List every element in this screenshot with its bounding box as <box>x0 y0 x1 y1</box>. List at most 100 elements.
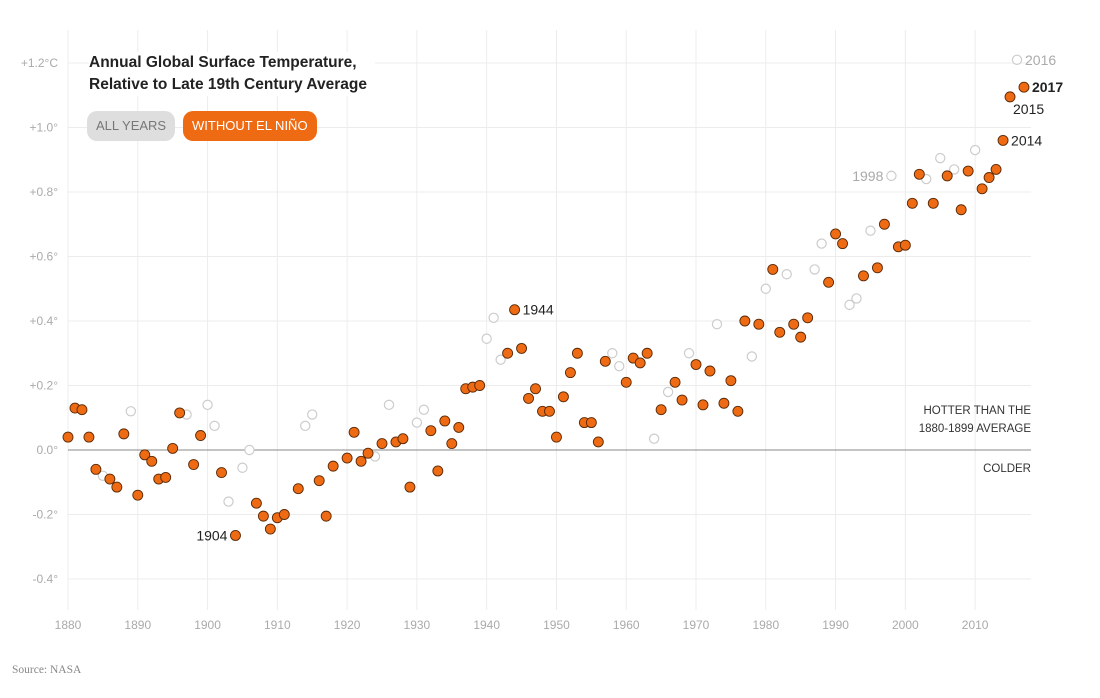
x-tick-label: 2000 <box>892 618 919 632</box>
without-el-nino-point <box>132 489 144 501</box>
without-el-nino-point <box>997 134 1009 146</box>
without-el-nino-point <box>90 463 102 475</box>
without-el-nino-point <box>397 433 409 445</box>
without-el-nino-point <box>858 270 869 282</box>
without-el-nino-point <box>174 407 186 419</box>
without-el-nino-point <box>167 442 179 454</box>
without-el-nino-point <box>571 347 583 359</box>
all-years-point <box>760 283 771 294</box>
without-el-nino-point <box>313 475 325 487</box>
x-tick-label: 1990 <box>822 618 849 632</box>
all-years-point <box>488 312 499 323</box>
without-el-nino-point <box>355 455 367 467</box>
point-label-1944: 1944 <box>523 302 554 318</box>
without-el-nino-point <box>146 455 158 467</box>
all-years-point <box>607 348 618 359</box>
y-tick-label: +0.6° <box>30 250 59 264</box>
without-el-nino-point <box>725 375 737 387</box>
without-el-nino-point <box>634 357 646 369</box>
without-el-nino-point <box>111 481 123 493</box>
x-tick-label: 1970 <box>683 618 710 632</box>
all-years-series <box>97 54 1023 507</box>
without-el-nino-point <box>1004 91 1016 103</box>
without-el-nino-point <box>376 438 388 449</box>
without-el-nino-point <box>439 415 451 427</box>
without-el-nino-point <box>432 465 444 477</box>
all-years-point <box>935 152 946 164</box>
chart-title-line1: Annual Global Surface Temperature, <box>89 54 357 71</box>
all-years-point <box>1011 54 1023 65</box>
without-el-nino-point <box>160 471 172 483</box>
without-el-nino-point <box>592 436 604 448</box>
all-years-point <box>816 238 827 249</box>
without-el-nino-point <box>509 304 521 316</box>
without-el-nino-point <box>564 367 576 379</box>
all-years-point <box>614 360 625 372</box>
hotter-annotation-line2: 1880-1899 AVERAGE <box>919 423 1032 435</box>
x-tick-label: 1950 <box>543 618 570 632</box>
without-el-nino-point <box>830 228 842 240</box>
without-el-nino-point <box>292 483 304 495</box>
without-el-nino-point <box>983 172 995 183</box>
without-el-nino-point <box>878 218 890 230</box>
without-el-nino-point <box>195 430 207 441</box>
without-el-nino-point <box>76 404 88 416</box>
without-el-nino-point <box>446 438 458 449</box>
without-el-nino-point <box>704 365 716 377</box>
all-years-button[interactable]: ALL YEARS <box>87 111 176 141</box>
without-el-nino-point <box>739 315 751 327</box>
without-el-nino-point <box>327 460 339 472</box>
annotations: HOTTER THAN THE 1880-1899 AVERAGE COLDER <box>919 405 1032 475</box>
y-tick-label: +0.8° <box>30 185 59 199</box>
without-el-nino-point <box>230 530 241 541</box>
without-el-nino-point <box>941 170 953 182</box>
without-el-nino-point <box>502 347 514 359</box>
without-el-nino-point <box>139 449 151 461</box>
point-label-1904: 1904 <box>196 527 227 543</box>
all-years-point <box>648 433 660 444</box>
without-el-nino-point <box>655 404 667 416</box>
without-el-nino-point <box>348 426 360 438</box>
without-el-nino-point <box>955 204 967 216</box>
all-years-point <box>683 348 695 359</box>
grid-lines <box>67 30 1031 610</box>
all-years-point <box>969 144 981 156</box>
point-labels: 1904 1944 1998 2014 2015 2016 2017 <box>196 52 1063 544</box>
without-el-nino-point <box>990 163 1002 175</box>
point-label-2016: 2016 <box>1025 52 1056 68</box>
point-label-1998: 1998 <box>852 168 883 184</box>
without-el-nino-point <box>802 312 814 324</box>
without-el-nino-point <box>118 428 130 440</box>
without-el-nino-point <box>544 405 555 417</box>
without-el-nino-point <box>871 262 883 274</box>
all-years-point <box>244 444 255 456</box>
axis-ticks: 1880 1890 1900 1910 1920 1930 1940 1950 1960 1970… <box>21 56 989 632</box>
all-years-point <box>202 399 213 411</box>
without-el-nino-button[interactable]: WITHOUT EL NIÑO <box>183 111 317 141</box>
x-tick-label: 1980 <box>752 618 779 632</box>
all-years-point <box>746 351 758 362</box>
without-el-nino-point <box>899 239 911 251</box>
x-tick-label: 1940 <box>473 618 500 632</box>
x-tick-label: 1910 <box>264 618 291 632</box>
without-el-nino-point <box>474 380 486 391</box>
without-el-nino-point <box>837 238 849 250</box>
without-el-nino-point <box>557 391 569 403</box>
without-el-nino-point <box>823 276 835 288</box>
x-tick-label: 1960 <box>613 618 640 632</box>
x-tick-label: 2010 <box>962 618 989 632</box>
all-years-point <box>481 333 492 344</box>
without-el-nino-point <box>83 431 95 443</box>
without-el-nino-point <box>718 397 730 409</box>
all-years-point <box>300 420 311 432</box>
without-el-nino-point <box>523 392 534 404</box>
without-el-nino-point <box>341 452 353 464</box>
x-tick-label: 1900 <box>194 618 221 632</box>
without-el-nino-point <box>62 431 74 443</box>
without-el-nino-point <box>962 165 974 177</box>
all-years-point <box>495 354 506 365</box>
without-el-nino-point <box>669 376 681 388</box>
without-el-nino-point <box>278 509 290 520</box>
without-el-nino-point <box>690 359 702 370</box>
